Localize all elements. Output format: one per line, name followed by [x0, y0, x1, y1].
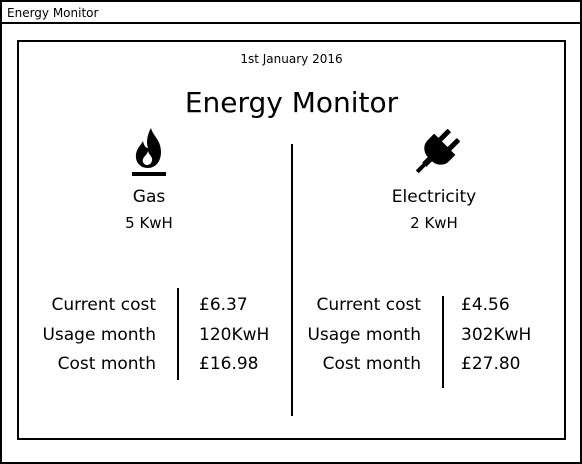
gas-cost-month-value: £16.98	[199, 354, 259, 374]
gas-usage-month-value: 120KwH	[199, 325, 270, 345]
flame-icon	[129, 126, 169, 178]
center-divider	[291, 144, 293, 416]
gas-current-usage: 5 KwH	[125, 214, 173, 232]
gas-usage-month-label: Usage month	[42, 325, 156, 345]
gas-table-divider	[177, 288, 179, 380]
gas-current-cost-value: £6.37	[199, 295, 248, 315]
date-label: 1st January 2016	[240, 52, 343, 66]
electricity-label: Electricity	[391, 187, 477, 207]
plug-icon	[411, 126, 463, 178]
gas-cost-month-label: Cost month	[57, 354, 156, 374]
electricity-usage-month-label: Usage month	[307, 325, 421, 345]
electricity-table-divider	[442, 296, 444, 388]
electricity-cost-month-value: £27.80	[461, 354, 521, 374]
energy-monitor-panel: 1st January 2016 Energy Monitor Gas 5 Kw…	[17, 40, 566, 440]
electricity-current-usage: 2 KwH	[410, 214, 458, 232]
gas-label: Gas	[132, 187, 166, 207]
gas-current-cost-label: Current cost	[51, 295, 156, 315]
electricity-usage-month-value: 302KwH	[461, 325, 532, 345]
electricity-current-cost-value: £4.56	[461, 295, 510, 315]
page-title: Energy Monitor	[184, 86, 399, 119]
electricity-cost-month-label: Cost month	[322, 354, 421, 374]
electricity-current-cost-label: Current cost	[316, 295, 421, 315]
window-titlebar: Energy Monitor	[2, 2, 580, 24]
